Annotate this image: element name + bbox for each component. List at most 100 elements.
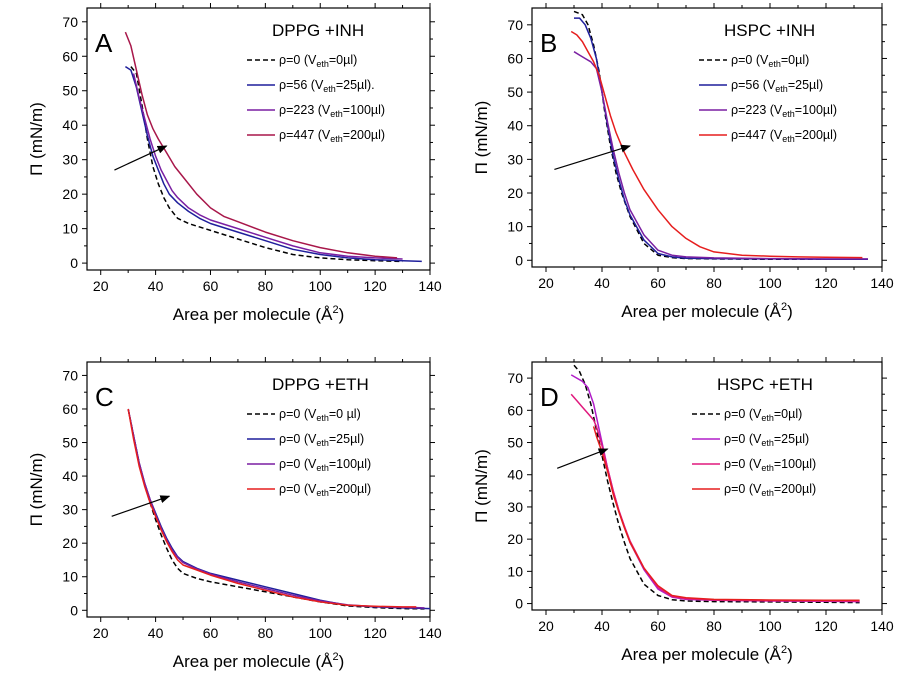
y-tick-label: 20	[507, 185, 523, 201]
y-tick-label: 10	[507, 563, 523, 579]
legend-label: ρ=0 (Veth=100µl)	[279, 457, 371, 473]
trend-arrow	[554, 144, 631, 171]
x-tick-label: 80	[258, 278, 274, 294]
y-tick-label: 0	[70, 602, 78, 618]
trend-arrow	[114, 145, 168, 171]
legend-label: ρ=56 (Veth=25µl)	[731, 78, 823, 94]
x-axis-title: Area per molecule (Å2)	[621, 644, 792, 664]
x-tick-label: 100	[758, 618, 782, 634]
x-tick-label: 120	[814, 275, 838, 291]
plot-frame	[531, 361, 883, 611]
x-tick-label: 60	[203, 278, 219, 294]
panel-a: 20 40 60 80 100 120 140 0 10 20 30 40 50 60 70 Area per…	[27, 3, 442, 324]
panel-title: DPPG +INH	[272, 21, 364, 40]
y-axis-title: Π (mN/m)	[27, 453, 46, 527]
trend-arrow	[111, 495, 171, 517]
x-tick-label: 40	[594, 618, 610, 634]
panel-letter: A	[95, 28, 113, 58]
y-tick-label: 40	[507, 467, 523, 483]
x-tick-label: 40	[148, 278, 164, 294]
series-line-4	[592, 426, 860, 602]
x-tick-label: 40	[148, 625, 164, 641]
legend-label: ρ=0 (Veth=25µl)	[279, 432, 364, 448]
y-tick-label: 50	[62, 83, 78, 99]
legend-label: ρ=0 (Veth=0µl)	[731, 53, 809, 69]
plot-frame	[86, 361, 431, 618]
panel-d: 20 40 60 80 100 120 140 0 10 20 30 40 50 60 70 Area per…	[472, 357, 894, 664]
panel-title: HSPC +INH	[724, 21, 815, 40]
y-tick-label: 60	[507, 50, 523, 66]
x-tick-label: 20	[538, 275, 554, 291]
x-tick-label: 140	[418, 278, 442, 294]
plot-frame	[531, 7, 883, 268]
legend-label: ρ=0 (Veth=100µl)	[724, 457, 816, 473]
series-line-4	[124, 31, 398, 259]
y-tick-label: 30	[507, 151, 523, 167]
y-tick-label: 10	[62, 569, 78, 585]
x-axis-title: Area per molecule (Å2)	[173, 304, 344, 324]
legend-label: ρ=447 (Veth=200µl)	[279, 128, 385, 144]
x-tick-label: 60	[203, 625, 219, 641]
x-tick-label: 80	[706, 618, 722, 634]
y-tick-label: 70	[62, 14, 78, 30]
panel-c: 20 40 60 80 100 120 140 0 10 20 30 40 50 60 70 Area per…	[27, 357, 442, 671]
x-tick-label: 120	[363, 278, 387, 294]
x-tick-label: 60	[650, 275, 666, 291]
legend-label: ρ=223 (Veth=100µl)	[279, 103, 385, 119]
series-line-3	[132, 73, 403, 260]
panel-letter: B	[540, 28, 557, 58]
y-tick-label: 60	[62, 401, 78, 417]
legend-label: ρ=0 (Veth=0µl)	[279, 53, 357, 69]
panel-letter: D	[540, 382, 559, 412]
x-tick-label: 60	[650, 618, 666, 634]
x-tick-label: 140	[870, 275, 894, 291]
series-line-2	[124, 65, 422, 263]
y-tick-label: 50	[62, 435, 78, 451]
y-tick-label: 70	[507, 17, 523, 33]
y-tick-label: 20	[62, 535, 78, 551]
y-tick-label: 70	[62, 367, 78, 383]
y-axis-title: Π (mN/m)	[472, 449, 491, 523]
y-tick-label: 70	[507, 370, 523, 386]
trend-arrow	[556, 448, 609, 469]
y-axis-title: Π (mN/m)	[472, 101, 491, 175]
x-tick-label: 100	[309, 625, 333, 641]
y-tick-label: 50	[507, 435, 523, 451]
x-tick-label: 80	[258, 625, 274, 641]
x-tick-label: 20	[538, 618, 554, 634]
x-tick-label: 100	[309, 278, 333, 294]
x-tick-label: 20	[93, 278, 109, 294]
legend-label: ρ=447 (Veth=200µl)	[731, 128, 837, 144]
y-tick-label: 20	[507, 531, 523, 547]
x-axis-title: Area per molecule (Å2)	[173, 651, 344, 671]
legend-label: ρ=0 (Veth=200µl)	[724, 482, 816, 498]
series-line-1	[130, 66, 403, 263]
y-tick-label: 20	[62, 186, 78, 202]
y-tick-label: 30	[62, 152, 78, 168]
y-tick-label: 30	[507, 499, 523, 515]
legend-label: ρ=0 (Veth=0 µl)	[279, 407, 361, 423]
x-axis-title: Area per molecule (Å2)	[621, 301, 792, 321]
y-axis-title: Π (mN/m)	[27, 102, 46, 176]
panel-b: 20 40 60 80 100 120 140 0 10 20 30 40 50 60 70 Area per…	[472, 3, 894, 321]
legend-label: ρ=56 (Veth=25µl).	[279, 78, 375, 94]
x-tick-label: 100	[758, 275, 782, 291]
y-tick-label: 0	[515, 596, 523, 612]
y-tick-label: 10	[62, 221, 78, 237]
series-line-1	[573, 364, 860, 604]
series-line-4	[127, 408, 417, 608]
y-tick-label: 50	[507, 84, 523, 100]
legend-label: ρ=0 (Veth=25µl)	[724, 432, 809, 448]
x-tick-label: 40	[594, 275, 610, 291]
y-tick-label: 10	[507, 219, 523, 235]
series-line-4	[570, 30, 863, 259]
y-tick-label: 40	[507, 118, 523, 134]
y-tick-label: 60	[507, 402, 523, 418]
x-tick-label: 120	[814, 618, 838, 634]
x-tick-label: 80	[706, 275, 722, 291]
legend-label: ρ=0 (Veth=200µl)	[279, 482, 371, 498]
x-tick-label: 120	[363, 625, 387, 641]
x-tick-label: 20	[93, 625, 109, 641]
